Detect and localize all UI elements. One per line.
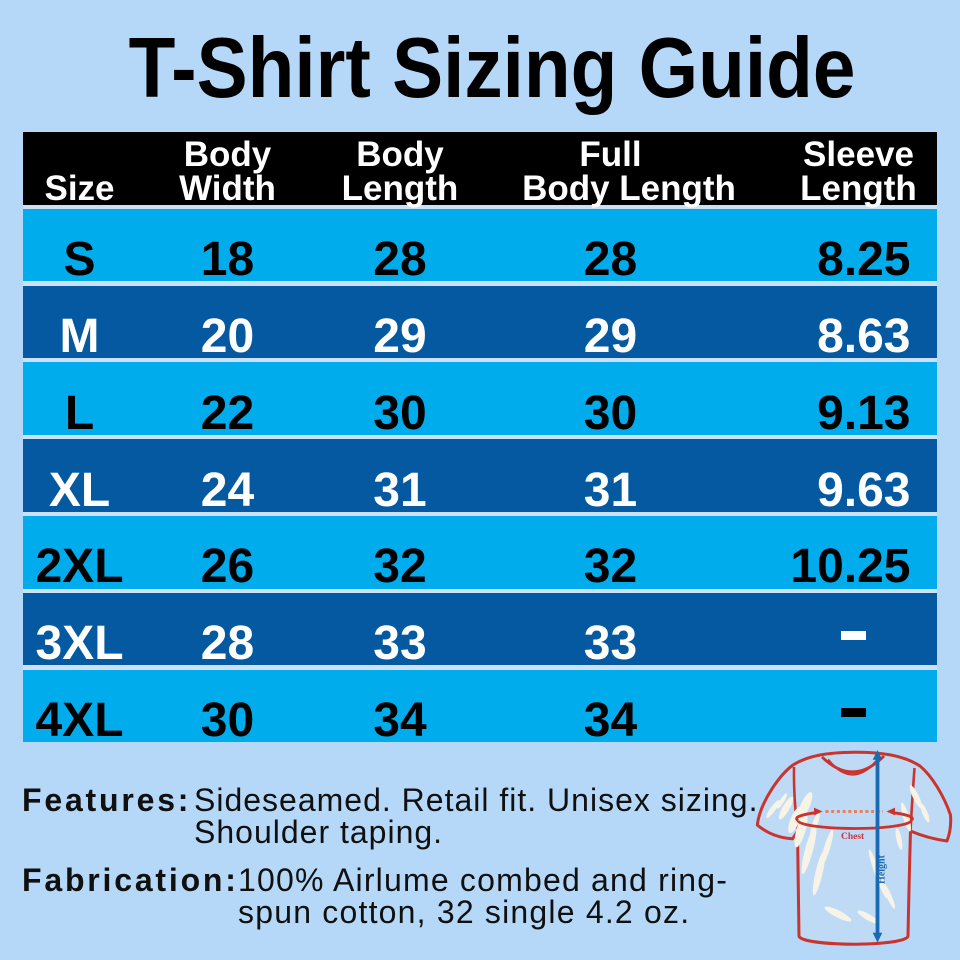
svg-text:Chest: Chest — [841, 832, 865, 842]
svg-text:Height: Height — [877, 854, 888, 884]
